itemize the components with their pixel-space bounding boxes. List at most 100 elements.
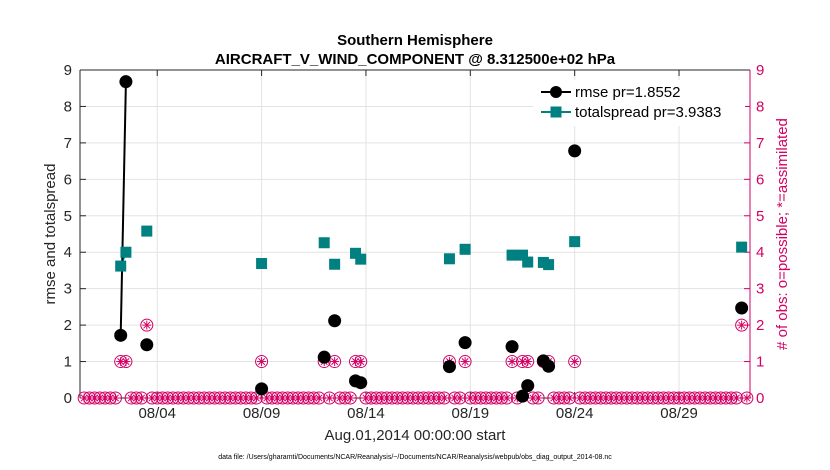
rmse-line-segment [119, 81, 127, 336]
totalspread-marker [141, 225, 153, 237]
obs-count-marker [249, 391, 263, 405]
obs-assimilated-star [122, 358, 130, 366]
obs-count-marker [453, 391, 467, 405]
obs-assimilated-star [550, 394, 558, 402]
obs-count-marker [521, 355, 535, 369]
obs-assimilated-star [492, 394, 500, 402]
rmse-marker [255, 382, 269, 396]
obs-assimilated-star [743, 394, 751, 402]
obs-possible-circle [255, 355, 269, 369]
obs-assimilated-star [404, 394, 412, 402]
obs-assimilated-star [738, 321, 746, 329]
obs-assimilated-star [252, 394, 260, 402]
rmse-marker [458, 336, 472, 350]
y-right-tick-label: 2 [756, 317, 764, 334]
obs-assimilated-star [518, 358, 527, 366]
obs-assimilated-star [409, 394, 417, 402]
obs-assimilated-star [430, 394, 438, 402]
obs-assimilated-star [278, 394, 286, 402]
totalspread-marker [120, 246, 132, 258]
rmse-marker [735, 301, 749, 315]
y-right-tick-label: 6 [756, 171, 764, 188]
y-tick-label: 5 [64, 208, 72, 225]
obs-count-marker [416, 391, 430, 405]
obs-assimilated-star [117, 358, 125, 366]
obs-assimilated-star [706, 394, 714, 402]
y-axis-label: rmse and totalspread [42, 164, 59, 305]
y-tick-label: 8 [64, 98, 72, 115]
obs-assimilated-star [205, 394, 213, 402]
obs-assimilated-star [597, 394, 605, 402]
obs-assimilated-star [294, 394, 302, 402]
y-right-tick-label: 9 [756, 62, 764, 79]
obs-assimilated-star [456, 394, 464, 402]
x-tick-label: 08/19 [452, 405, 490, 422]
y-tick-label: 6 [64, 171, 72, 188]
totalspread-marker [443, 253, 455, 265]
obs-assimilated-star [560, 394, 568, 402]
obs-assimilated-star [638, 394, 647, 402]
obs-assimilated-star [602, 394, 610, 402]
rmse-marker [354, 376, 368, 390]
obs-possible-circle [343, 391, 357, 405]
x-tick-label: 08/14 [347, 405, 385, 422]
rmse-marker [114, 328, 128, 342]
obs-assimilated-star [586, 394, 594, 402]
x-tick-label: 08/09 [243, 405, 281, 422]
x-tick-label: 08/24 [556, 405, 594, 422]
obs-assimilated-star [592, 394, 600, 402]
obs-assimilated-star [305, 394, 313, 402]
y-tick-label: 9 [64, 62, 72, 79]
obs-assimilated-star [101, 394, 109, 402]
obs-count-marker [119, 355, 133, 369]
totalspread-marker [543, 259, 555, 271]
obs-assimilated-star [299, 394, 307, 402]
rmse-marker [317, 350, 331, 364]
obs-assimilated-star [310, 394, 318, 402]
obs-assimilated-star [503, 394, 511, 402]
obs-assimilated-star [169, 394, 177, 402]
obs-assimilated-star [106, 394, 114, 402]
chart-subtitle: AIRCRAFT_V_WIND_COMPONENT @ 8.312500e+02… [215, 51, 616, 68]
obs-assimilated-star [581, 394, 589, 402]
obs-possible-circle [354, 355, 368, 369]
obs-assimilated-star [164, 394, 172, 402]
legend-box [533, 80, 745, 126]
obs-assimilated-star [701, 394, 709, 402]
legend-rmse-marker [550, 86, 562, 98]
y-right-tick-label: 3 [756, 281, 764, 298]
obs-count-marker [255, 355, 269, 369]
footnote: data file: /Users/gharamti/Documents/NCA… [218, 454, 612, 461]
rmse-marker [442, 360, 456, 374]
obs-assimilated-star [649, 394, 657, 402]
obs-assimilated-star [612, 394, 620, 402]
y-right-tick-label: 4 [756, 244, 764, 261]
obs-possible-circle [740, 391, 754, 405]
rmse-marker [521, 379, 535, 393]
obs-possible-circle [119, 355, 133, 369]
obs-assimilated-star [633, 394, 641, 402]
y-right-tick-label: 8 [756, 98, 764, 115]
obs-assimilated-star [732, 394, 740, 402]
obs-assimilated-star [717, 394, 725, 402]
obs-assimilated-star [190, 394, 198, 402]
x-axis-label: Aug.01,2014 00:00:00 start [325, 427, 507, 444]
obs-assimilated-star [148, 394, 156, 402]
obs-count-marker [729, 391, 743, 405]
obs-count-marker [599, 391, 613, 405]
legend-totalspread-label: totalspread pr=3.9383 [575, 104, 721, 121]
obs-assimilated-star [211, 394, 219, 402]
obs-count-marker [108, 391, 122, 405]
obs-assimilated-star [127, 394, 135, 402]
obs-assimilated-star [691, 394, 699, 402]
obs-assimilated-star [85, 394, 93, 402]
obs-assimilated-star [618, 394, 626, 402]
obs-assimilated-star [96, 394, 104, 402]
obs-count-marker [354, 355, 368, 369]
obs-assimilated-star [91, 394, 99, 402]
obs-assimilated-star [529, 394, 537, 402]
obs-assimilated-star [367, 394, 375, 402]
y-right-tick-label: 1 [756, 354, 764, 371]
x-tick-label: 08/04 [138, 405, 176, 422]
